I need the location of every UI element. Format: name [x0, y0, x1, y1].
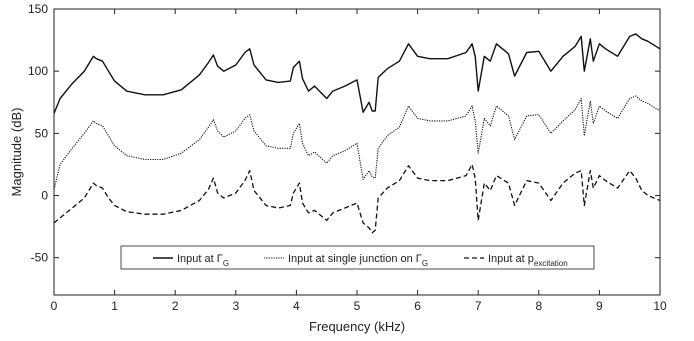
- x-tick-label: 5: [354, 299, 361, 313]
- legend-label-1: Input at ΓG: [177, 253, 229, 268]
- x-tick-label: 6: [414, 299, 421, 313]
- x-tick-label: 3: [232, 299, 239, 313]
- legend-label-3: Input at pexcitation: [488, 253, 568, 268]
- legend-label-main: Input at single junction on Γ: [288, 253, 422, 265]
- x-axis-label: Frequency (kHz): [309, 319, 405, 334]
- x-tick-label: 0: [51, 299, 58, 313]
- legend-label-main: Input at p: [488, 253, 534, 265]
- legend: Input at ΓG Input at single junction on Γ…: [120, 245, 595, 270]
- series-line-1: [53, 33, 661, 114]
- x-tick-label: 9: [596, 299, 603, 313]
- x-tick-label: 2: [172, 299, 179, 313]
- legend-box: [120, 245, 595, 270]
- series-line-3: [53, 163, 661, 234]
- x-tick-label: 4: [293, 299, 300, 313]
- y-axis-label: Magnitude (dB): [9, 108, 24, 197]
- y-tick-label: 0: [41, 189, 48, 203]
- y-tick-label: 100: [28, 64, 48, 78]
- series-lines: [53, 33, 661, 234]
- legend-label-subscript: excitation: [534, 259, 568, 268]
- y-tick-label: 50: [35, 126, 49, 140]
- x-tick-label: 1: [111, 299, 118, 313]
- legend-label-2: Input at single junction on ΓG: [288, 253, 428, 268]
- x-tick-label: 8: [535, 299, 542, 313]
- y-tick-label: -50: [31, 251, 49, 265]
- y-tick-label: 150: [28, 2, 48, 16]
- legend-label-subscript: G: [422, 259, 428, 268]
- x-tick-label: 7: [475, 299, 482, 313]
- x-tick-label: 10: [653, 299, 667, 313]
- legend-label-main: Input at Γ: [177, 253, 223, 265]
- legend-label-subscript: G: [223, 259, 229, 268]
- axis-ticks: 0 1 2 3 4 5 6 7 8 9 10 150 100 50 0 -50: [28, 2, 667, 313]
